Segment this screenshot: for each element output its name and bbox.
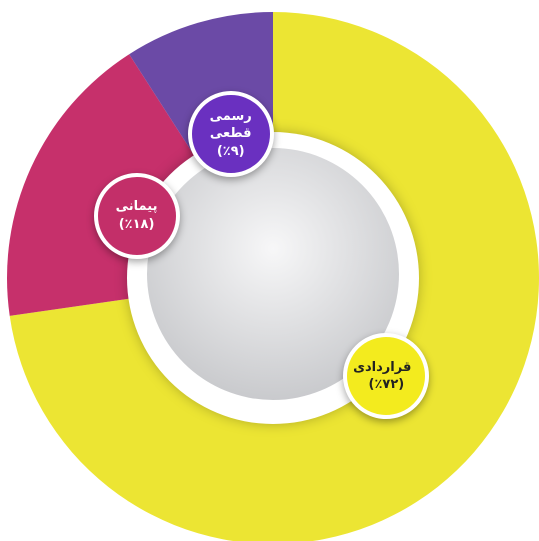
category-label: پیمانی: [115, 199, 158, 215]
data-label: پیمانی (٪۱۸): [93, 172, 180, 259]
category-label: رسمی قطعی: [209, 108, 252, 142]
donut-hole: [147, 148, 399, 400]
value-label: (٪۹): [216, 143, 245, 159]
value-label: (٪۱۸): [118, 216, 155, 232]
value-label: (٪۷۲): [368, 377, 405, 393]
category-label: قراردادی: [353, 359, 412, 375]
data-label: رسمی قطعی (٪۹): [187, 91, 274, 178]
data-label: قراردادی (٪۷۲): [343, 333, 430, 420]
